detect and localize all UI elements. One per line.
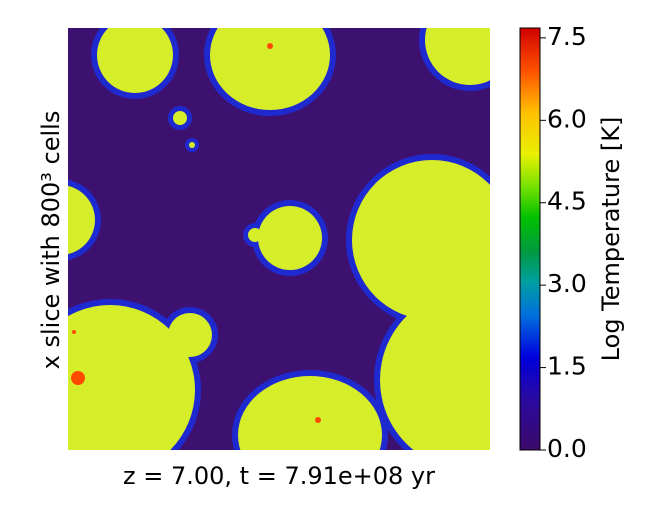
x-label: z = 7.00, t = 7.91e+08 yr [123, 462, 435, 490]
slice-image [68, 28, 490, 450]
tick-label: 4.5 [547, 187, 587, 216]
tick-label: 1.5 [547, 352, 587, 381]
colorbar [519, 27, 541, 451]
tick-label: 6.0 [547, 104, 587, 133]
y-label: x slice with 800³ cells [37, 111, 65, 370]
tick-label: 0.0 [547, 434, 587, 463]
colorbar-label: Log Temperature [K] [597, 117, 625, 362]
tick-label: 3.0 [547, 269, 587, 298]
tick-label: 7.5 [547, 22, 587, 51]
